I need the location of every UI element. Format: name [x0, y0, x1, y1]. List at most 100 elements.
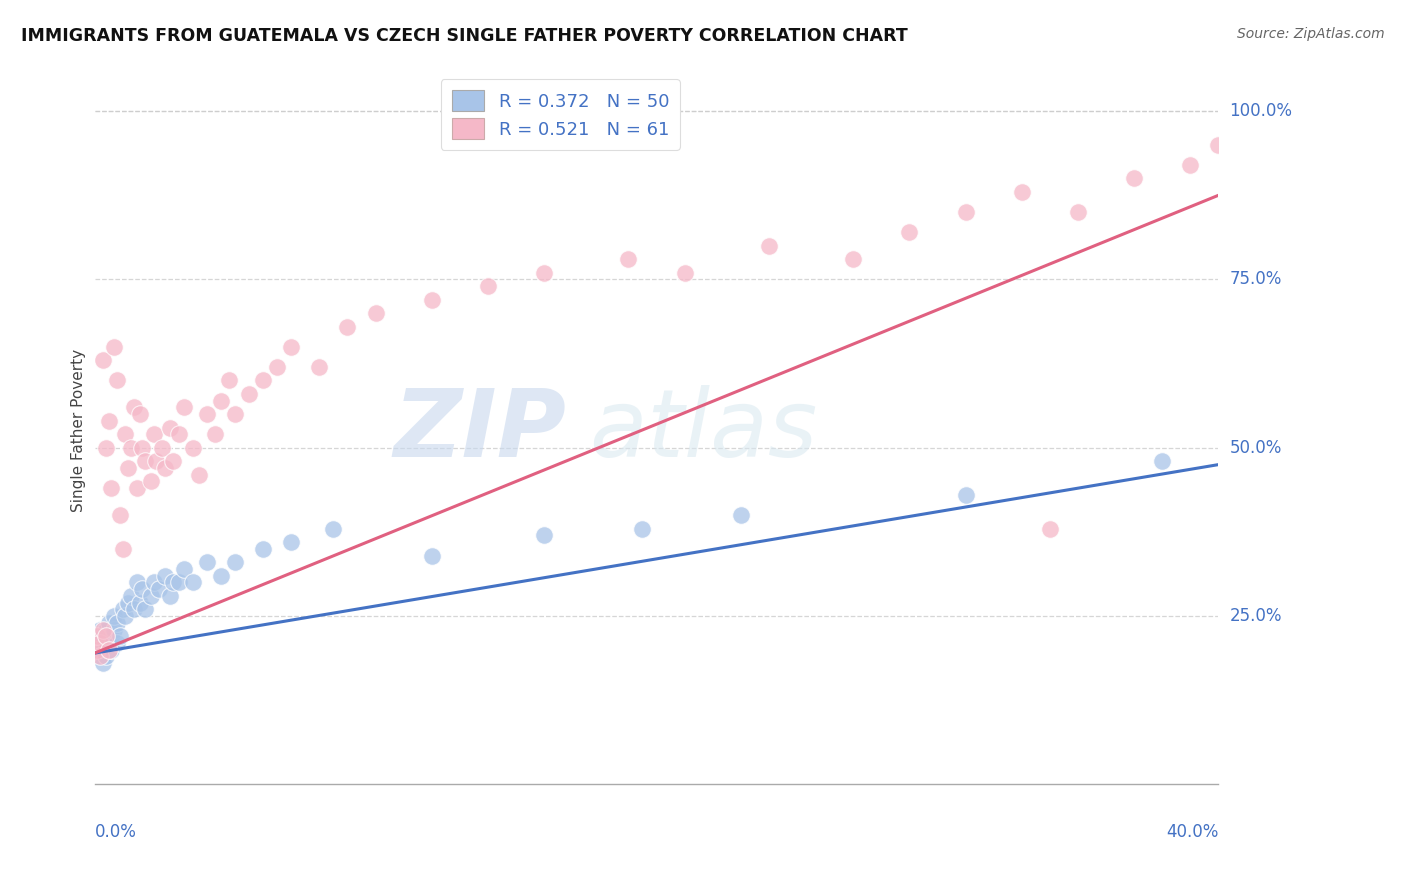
Point: [1011, 185, 1033, 199]
Point: [94, 629, 117, 643]
Point: [1180, 158, 1202, 172]
Point: [252, 373, 274, 387]
Point: [103, 609, 125, 624]
Point: [108, 508, 131, 522]
Point: [153, 461, 176, 475]
Point: [97, 642, 120, 657]
Point: [631, 522, 654, 536]
Point: [142, 575, 165, 590]
Point: [955, 488, 977, 502]
Point: [181, 441, 204, 455]
Point: [173, 562, 195, 576]
Text: 50.0%: 50.0%: [1230, 439, 1282, 457]
Point: [204, 427, 226, 442]
Point: [86, 642, 108, 657]
Point: [131, 441, 153, 455]
Point: [103, 340, 125, 354]
Point: [89, 649, 111, 664]
Point: [94, 636, 117, 650]
Point: [1067, 205, 1090, 219]
Point: [94, 441, 117, 455]
Text: 75.0%: 75.0%: [1230, 270, 1282, 288]
Point: [125, 481, 148, 495]
Text: ZIP: ZIP: [394, 385, 567, 477]
Point: [91, 642, 114, 657]
Point: [142, 427, 165, 442]
Point: [134, 454, 156, 468]
Text: Source: ZipAtlas.com: Source: ZipAtlas.com: [1237, 27, 1385, 41]
Point: [120, 589, 142, 603]
Point: [91, 657, 114, 671]
Point: [533, 266, 555, 280]
Point: [94, 623, 117, 637]
Point: [758, 239, 780, 253]
Point: [120, 441, 142, 455]
Point: [131, 582, 153, 597]
Point: [103, 623, 125, 637]
Point: [218, 373, 240, 387]
Point: [111, 602, 134, 616]
Point: [308, 359, 330, 374]
Point: [252, 541, 274, 556]
Point: [111, 541, 134, 556]
Point: [91, 629, 114, 643]
Point: [336, 319, 359, 334]
Point: [181, 575, 204, 590]
Y-axis label: Single Father Poverty: Single Father Poverty: [72, 350, 86, 513]
Text: 25.0%: 25.0%: [1230, 607, 1282, 625]
Point: [128, 596, 150, 610]
Point: [898, 225, 921, 239]
Point: [89, 623, 111, 637]
Text: IMMIGRANTS FROM GUATEMALA VS CZECH SINGLE FATHER POVERTY CORRELATION CHART: IMMIGRANTS FROM GUATEMALA VS CZECH SINGL…: [21, 27, 908, 45]
Point: [105, 373, 128, 387]
Point: [209, 568, 232, 582]
Point: [167, 575, 190, 590]
Point: [86, 629, 108, 643]
Point: [139, 475, 162, 489]
Point: [1123, 171, 1146, 186]
Point: [97, 642, 120, 657]
Point: [162, 454, 184, 468]
Point: [153, 568, 176, 582]
Point: [238, 387, 260, 401]
Point: [224, 407, 246, 421]
Point: [122, 401, 145, 415]
Text: 0.0%: 0.0%: [94, 823, 136, 841]
Point: [97, 615, 120, 630]
Point: [89, 636, 111, 650]
Point: [122, 602, 145, 616]
Point: [105, 615, 128, 630]
Point: [533, 528, 555, 542]
Point: [266, 359, 288, 374]
Point: [105, 636, 128, 650]
Point: [159, 589, 181, 603]
Point: [1152, 454, 1174, 468]
Point: [1039, 522, 1062, 536]
Point: [100, 481, 122, 495]
Point: [842, 252, 865, 267]
Text: 40.0%: 40.0%: [1166, 823, 1219, 841]
Point: [159, 420, 181, 434]
Point: [195, 555, 218, 569]
Point: [617, 252, 640, 267]
Point: [108, 629, 131, 643]
Point: [89, 636, 111, 650]
Point: [145, 454, 167, 468]
Point: [114, 427, 136, 442]
Point: [148, 582, 170, 597]
Point: [139, 589, 162, 603]
Point: [117, 596, 139, 610]
Point: [150, 441, 173, 455]
Point: [134, 602, 156, 616]
Point: [477, 279, 499, 293]
Point: [955, 205, 977, 219]
Point: [100, 629, 122, 643]
Point: [100, 642, 122, 657]
Point: [117, 461, 139, 475]
Point: [730, 508, 752, 522]
Point: [280, 340, 302, 354]
Point: [673, 266, 696, 280]
Point: [114, 609, 136, 624]
Point: [322, 522, 344, 536]
Point: [162, 575, 184, 590]
